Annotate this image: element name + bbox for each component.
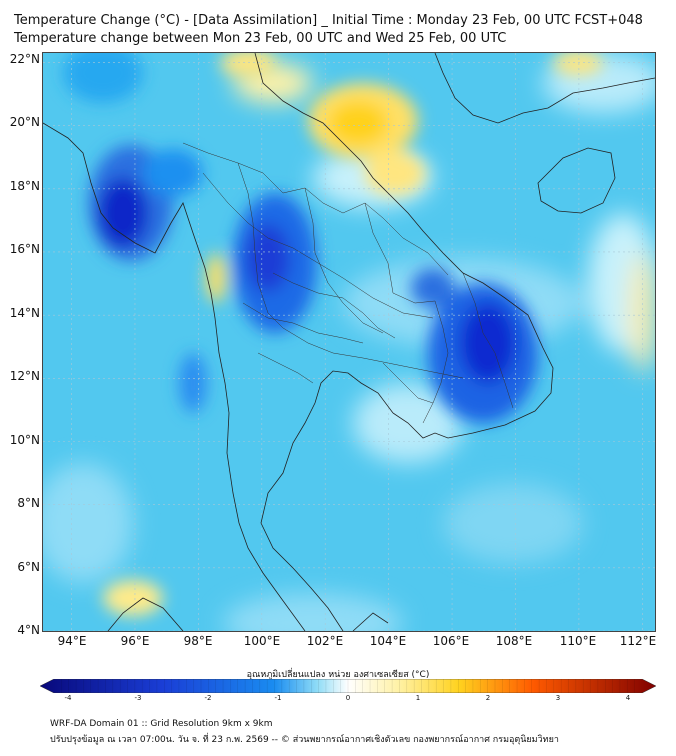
coastline-indochina	[254, 53, 554, 439]
border-line	[462, 272, 514, 409]
border-line	[202, 172, 434, 319]
lon-label: 106°E	[432, 634, 470, 648]
cold-anomaly	[179, 353, 207, 413]
anomaly-layer	[63, 53, 603, 616]
lon-label: 110°E	[559, 634, 597, 648]
coastlines	[43, 53, 655, 631]
colorbar-tick: -3	[134, 694, 142, 702]
lon-label: 100°E	[243, 634, 281, 648]
lon-label: 112°E	[619, 634, 657, 648]
colorbar-segments	[61, 679, 635, 693]
cold-anomaly	[143, 149, 203, 197]
colorbar-fill	[40, 679, 656, 693]
lon-label: 102°E	[306, 634, 344, 648]
lon-label: 108°E	[495, 634, 533, 648]
border-line	[304, 187, 384, 334]
cold-anomaly	[63, 53, 143, 103]
lon-label: 98°E	[183, 634, 213, 648]
border-line	[364, 202, 436, 304]
colorbar-tick: -1	[274, 694, 282, 702]
lon-label: 104°E	[369, 634, 407, 648]
coastline-west	[43, 122, 306, 631]
footer-credit: ปรับปรุงข้อมูล ณ เวลา 07:00น. วัน จ. ที่…	[50, 735, 559, 745]
warm-anomaly	[365, 151, 425, 195]
lat-label: 16°N	[9, 242, 40, 256]
lat-label: 8°N	[17, 496, 40, 510]
warm-anomaly	[206, 253, 226, 303]
border-line	[422, 300, 449, 424]
border-line	[272, 272, 396, 339]
lat-label: 4°N	[17, 623, 40, 637]
colorbar-tick: 3	[555, 694, 561, 702]
cold-anomaly-core	[98, 178, 148, 248]
light-region	[43, 463, 133, 583]
lat-label: 12°N	[9, 369, 40, 383]
colorbar-tick: 2	[485, 694, 491, 702]
border-line	[242, 302, 364, 344]
temperature-change-map	[42, 52, 656, 632]
cold-anomaly-core	[460, 303, 516, 383]
border-line	[257, 352, 314, 384]
lat-label: 22°N	[9, 52, 40, 66]
coastline-north	[434, 53, 655, 124]
chart-title: Temperature Change (°C) - [Data Assimila…	[14, 13, 643, 28]
lat-label: 6°N	[17, 560, 40, 574]
border-line	[237, 162, 464, 379]
colorbar	[40, 679, 656, 693]
borders	[182, 142, 514, 424]
lat-label: 20°N	[9, 115, 40, 129]
borneo-coast	[352, 612, 389, 631]
border-line	[382, 362, 434, 404]
colorbar-tick: -2	[204, 694, 212, 702]
sumatra-coast	[107, 597, 184, 631]
chart-subtitle: Temperature change between Mon 23 Feb, 0…	[14, 31, 507, 46]
colorbar-title: อุณหภูมิเปลี่ยนแปลง หน่วย องศาเซลเซียส (…	[246, 670, 430, 680]
light-region	[629, 253, 655, 373]
cold-anomaly-core	[246, 224, 290, 292]
warm-anomaly	[103, 580, 163, 616]
lon-label: 94°E	[57, 634, 87, 648]
warm-anomaly-core	[328, 101, 388, 145]
lat-label: 18°N	[9, 179, 40, 193]
colorbar-tick: -4	[64, 694, 72, 702]
colorbar-tick: 4	[625, 694, 631, 702]
lon-label: 96°E	[120, 634, 150, 648]
hainan-island	[537, 147, 616, 214]
warm-anomaly	[553, 53, 603, 75]
cold-anomaly	[411, 268, 455, 308]
footer-model-info: WRF-DA Domain 01 :: Grid Resolution 9km …	[50, 719, 273, 729]
lat-label: 14°N	[9, 306, 40, 320]
colorbar-tick: 0	[345, 694, 351, 702]
colorbar-tick: 1	[415, 694, 421, 702]
lat-label: 10°N	[9, 433, 40, 447]
light-region	[223, 593, 403, 631]
coastline-gulf	[260, 370, 394, 631]
light-region	[443, 483, 583, 563]
map-canvas	[43, 53, 655, 631]
